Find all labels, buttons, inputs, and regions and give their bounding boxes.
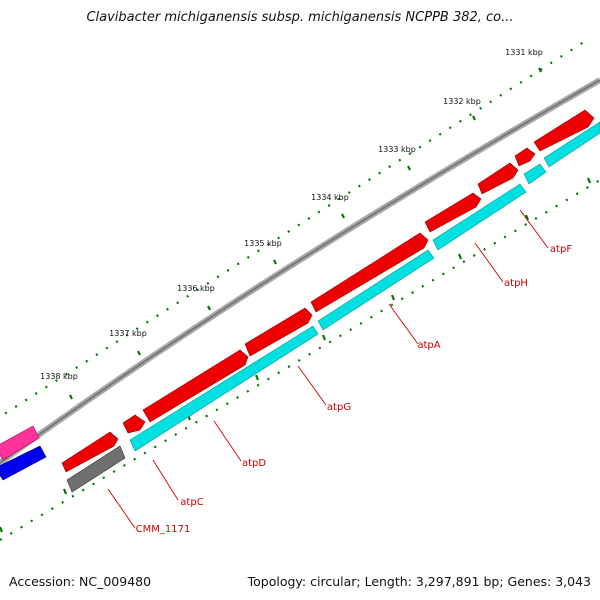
backbone-outer	[0, 77, 600, 467]
inner-tick-mark	[321, 334, 327, 341]
forward-features	[61, 109, 595, 473]
tick-mark	[207, 305, 211, 311]
tick-label: 1334 kbp	[311, 193, 349, 202]
cds-feature-1[interactable]	[129, 325, 319, 452]
red-feature-3[interactable]	[142, 349, 249, 423]
gene-label-atpH[interactable]: atpH	[504, 278, 528, 289]
gene-label-atpF[interactable]: atpF	[550, 244, 572, 255]
backbone-line	[0, 79, 600, 464]
red-feature-2[interactable]	[122, 414, 146, 434]
tick-mark	[407, 165, 411, 171]
red-feature-7[interactable]	[477, 162, 519, 195]
cds-features	[129, 121, 600, 452]
tick-mark	[472, 115, 476, 121]
tick-mark	[341, 213, 345, 219]
inner-tick-mark	[254, 374, 260, 381]
tick-mark	[137, 350, 141, 356]
blue-feature[interactable]	[0, 445, 47, 481]
summary-label: Topology: circular; Length: 3,297,891 bp…	[247, 574, 591, 589]
cds-feature-4[interactable]	[523, 163, 547, 185]
gene-label-atpC[interactable]: atpC	[180, 497, 203, 508]
cds-feature-2[interactable]	[317, 249, 435, 331]
tick-label: 1331 kbp	[505, 48, 543, 57]
cds-feature-3[interactable]	[432, 183, 527, 251]
tick-label: 1338 kbp	[40, 372, 78, 381]
tick-label: 1333 kbp	[378, 145, 416, 154]
tick-label: 1335 kbp	[244, 239, 282, 248]
red-feature-4[interactable]	[244, 307, 313, 357]
gene-label-atpA[interactable]: atpA	[417, 340, 440, 351]
gene-leader-lines	[107, 209, 549, 529]
tick-mark	[273, 259, 277, 265]
tick-mark	[538, 67, 542, 73]
outer-dotted-ring	[0, 37, 591, 419]
inner-tick-mark	[62, 488, 68, 495]
accession-label: Accession: NC_009480	[9, 574, 152, 589]
inner-tick-mark	[457, 253, 463, 260]
red-feature-9[interactable]	[533, 109, 595, 152]
tick-label: 1336 kbp	[177, 284, 215, 293]
inner-dotted-ring	[0, 179, 600, 541]
inner-tick-mark	[0, 526, 4, 533]
red-feature-1[interactable]	[61, 431, 119, 473]
red-feature-6[interactable]	[424, 192, 482, 233]
inner-tick-mark	[586, 177, 592, 184]
tick-label: 1332 kbp	[443, 97, 481, 106]
inner-tick-mark	[390, 294, 396, 301]
pink-feature[interactable]	[0, 425, 40, 461]
red-feature-8[interactable]	[514, 147, 536, 167]
inner-tick-mark	[524, 214, 530, 221]
tick-label: 1337 kbp	[109, 329, 147, 338]
gene-label-atpG[interactable]: atpG	[327, 402, 351, 413]
gray-feature-cmm1171[interactable]	[66, 445, 126, 493]
red-feature-5[interactable]	[310, 232, 429, 313]
gene-label-atpD[interactable]: atpD	[242, 458, 266, 469]
cds-feature-5[interactable]	[543, 121, 600, 168]
outer-tick-marks: 1331 kbp 1332 kbp 1333 kbp 1334 kbp 1335 kbp…	[40, 48, 543, 400]
gene-label-CMM_1171[interactable]: CMM_1171	[136, 524, 191, 535]
tick-mark	[69, 394, 73, 400]
map-title: Clavibacter michiganensis subsp. michiga…	[86, 10, 514, 25]
